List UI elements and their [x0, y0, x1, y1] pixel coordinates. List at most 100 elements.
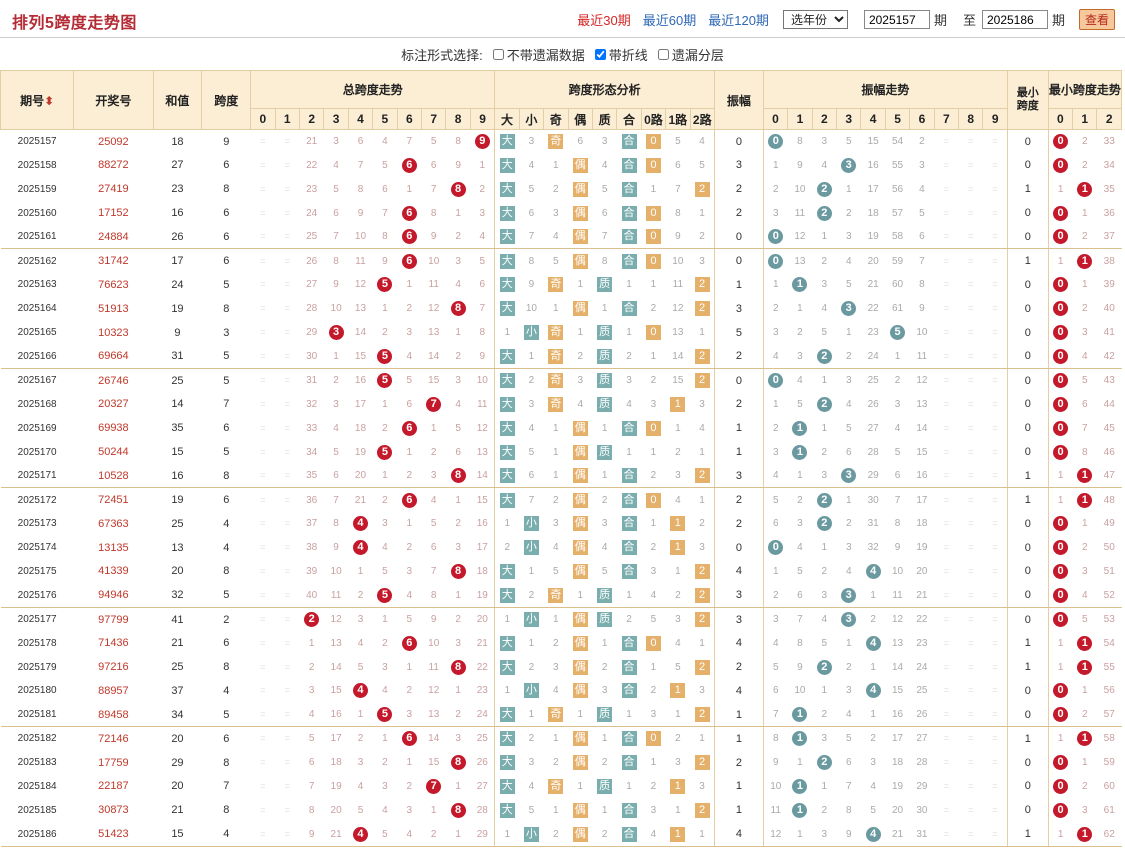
issue-cell: 2025166	[0, 344, 74, 369]
shape-cell: 大	[495, 177, 519, 201]
span-trend-cell: 23	[306, 183, 318, 195]
amp-trend-cell: 2	[845, 518, 852, 530]
span-trend-cell: 2	[372, 487, 398, 512]
recent30-link[interactable]: 最近30期	[577, 13, 631, 28]
span-trend-cell: 21	[470, 631, 496, 656]
amp-trend-cell: =	[958, 440, 983, 464]
amp-trend-cell: =	[958, 822, 983, 847]
shape-hit-box: 小	[523, 540, 539, 556]
shape-cell: 2	[690, 344, 715, 369]
amp-trend-cell: =	[934, 702, 959, 728]
to-issue-input[interactable]	[981, 10, 1048, 29]
span-num-header: 6	[396, 108, 423, 130]
year-select[interactable]: 选年份	[782, 10, 848, 29]
option-polyline[interactable]: 带折线	[594, 45, 648, 64]
span-trend-cell: 28	[299, 296, 324, 321]
option-polyline-checkbox[interactable]	[594, 48, 606, 60]
amp-trend-cell: =	[982, 368, 1008, 393]
amp-trend-cell: =	[968, 804, 974, 815]
shape-cell: 4	[543, 225, 569, 250]
shape-cell: 1	[665, 702, 691, 728]
sum-cell: 19	[153, 487, 202, 512]
shape-hit-box: 偶	[572, 659, 588, 675]
span-trend-cell: 1	[372, 726, 398, 751]
span-trend-cell: 2	[382, 327, 388, 339]
recent60-link[interactable]: 最近60期	[642, 13, 697, 28]
span-trend-cell: 4	[470, 225, 496, 250]
amp-trend-cell: 5	[821, 327, 828, 339]
min-span-cell: 1	[1007, 248, 1049, 273]
route-hit-box: 1	[670, 540, 686, 556]
span-trend-cell: 26	[299, 248, 324, 273]
col-issue[interactable]: 期号⬍	[0, 70, 75, 130]
span-trend-cell: 25	[470, 726, 496, 751]
from-issue-input[interactable]	[863, 10, 930, 29]
option-miss-layer-checkbox[interactable]	[657, 48, 669, 60]
span-trend-cell: 4	[323, 153, 349, 178]
span-trend-cell: 4	[348, 512, 372, 536]
min-trend-cell: 1	[1072, 463, 1097, 489]
shape-hit-box: 偶	[572, 205, 588, 221]
span-trend-cell: 29	[470, 822, 496, 847]
issue-cell: 2025159	[17, 183, 57, 195]
span-trend-cell: 2	[445, 702, 471, 728]
amp-trend-cell: 26	[909, 702, 935, 728]
shape-cell: 质	[592, 774, 617, 799]
col-min-span: 最小跨度	[1006, 70, 1049, 130]
min-trend-cell: 0	[1048, 225, 1073, 250]
span-trend-cell: 7	[372, 201, 398, 226]
option-miss-layer[interactable]: 遗漏分层	[657, 45, 724, 64]
span-trend-cell: 6	[357, 136, 364, 148]
span-cell: 7	[201, 392, 251, 417]
option-no-miss-checkbox[interactable]	[492, 48, 504, 60]
min-trend-cell: 36	[1096, 201, 1122, 226]
span-trend-cell: 10	[421, 631, 446, 656]
min-span-cell: 0	[1007, 129, 1049, 154]
span-hit-ball: 6	[401, 253, 417, 269]
span-trend-cell: 1	[372, 463, 398, 489]
amp-num-header: 4	[860, 108, 886, 130]
shape-cell: 1	[519, 344, 544, 369]
amp-hit-ball: 1	[792, 731, 808, 747]
amp-cell: 2	[714, 177, 764, 202]
min-trend-cell: 2	[1072, 774, 1097, 799]
span-trend-cell: 1	[357, 565, 364, 577]
span-cell: 4	[201, 822, 251, 847]
recent120-link[interactable]: 最近120期	[708, 13, 769, 28]
span-trend-cell: 3	[445, 631, 471, 656]
amp-trend-cell: 5	[787, 392, 813, 417]
span-trend-cell: 36	[299, 487, 324, 512]
shape-cell: 合	[616, 463, 642, 489]
amp-cell: 1	[714, 702, 764, 728]
shape-cell: 1	[543, 726, 569, 751]
min-trend-cell: 54	[1096, 631, 1122, 656]
shape-hit-box: 偶	[572, 157, 588, 173]
shape-cell: 1	[675, 422, 681, 434]
option-no-miss[interactable]: 不带遗漏数据	[492, 45, 585, 64]
shape-hit-box: 大	[499, 492, 515, 508]
span-hit-ball: 3	[328, 325, 344, 341]
sum-cell: 21	[153, 631, 202, 656]
shape-cell: 1	[543, 153, 569, 178]
draw-cell: 67363	[98, 517, 129, 530]
shape-hit-box: 偶	[572, 612, 588, 627]
shape-cell: 合	[617, 560, 641, 584]
min-hit-ball: 0	[1053, 683, 1069, 699]
table-row: 2025166 69664 31 5 = = 30 1 15 5 4 14 2 9 大 1 奇 2 质 2 1 14 2 2 4…	[0, 344, 1122, 369]
span-trend-cell: 4	[348, 535, 373, 560]
shape-cell: 1	[504, 327, 511, 339]
amp-trend-cell: 57	[885, 201, 910, 226]
shape-cell: 2	[641, 296, 666, 321]
sum-cell: 16	[153, 201, 202, 226]
shape-cell: 质	[592, 321, 616, 345]
amp-trend-cell: 18	[860, 201, 886, 226]
query-button[interactable]: 查看	[1078, 9, 1115, 30]
span-cell: 8	[223, 756, 230, 769]
shape-cell: 偶	[568, 560, 592, 584]
shape-header: 小	[518, 108, 545, 130]
issue-cell: 2025180	[0, 678, 74, 703]
shape-cell: 奇	[544, 130, 568, 154]
shape-hit-box: 奇	[548, 134, 564, 150]
shape-cell: 5	[553, 565, 559, 577]
table-row: 2025172 72451 19 6 = = 36 7 21 2 6 4 1 15 大 7 2 偶 2 合 0 4 1 2 5 2…	[0, 487, 1122, 512]
